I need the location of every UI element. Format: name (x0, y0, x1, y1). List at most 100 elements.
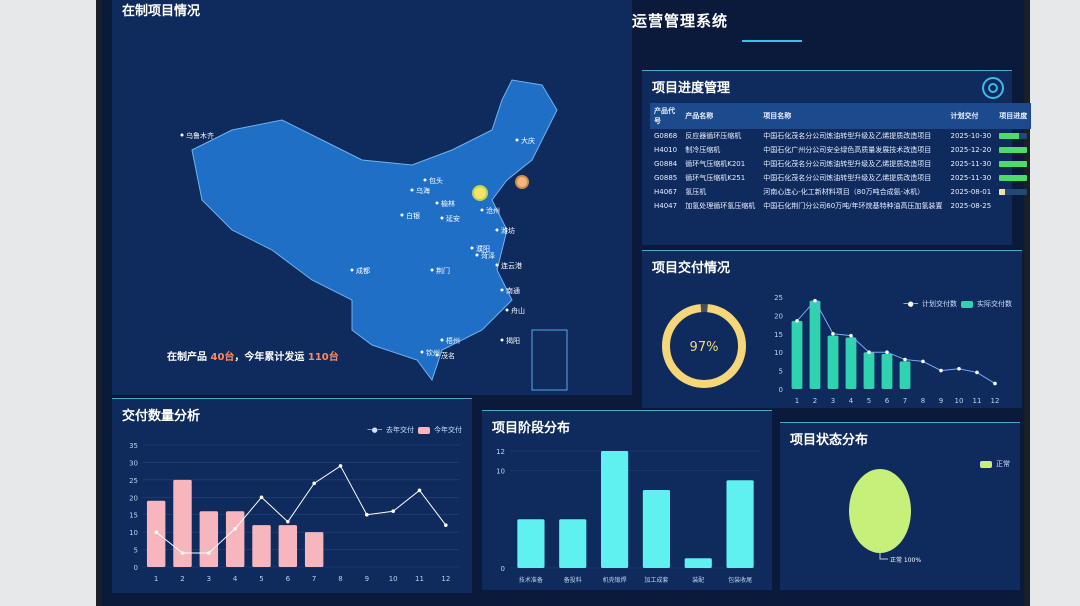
city-dot (480, 208, 484, 212)
legend-label: 去年交付 (386, 426, 414, 434)
series-line (796, 299, 996, 384)
x-tick-label: 8 (338, 575, 342, 583)
city-label: 成都 (356, 266, 370, 275)
delivery-panel: 项目交付情况 97% ─●─ 计划交付数 实际交付数 0 5 10 15 20 25 1 2 3 4… (642, 250, 1022, 408)
progress-bar (999, 161, 1028, 167)
line-point (867, 350, 871, 354)
legend-swatch (980, 460, 992, 468)
x-tick-label: 6 (885, 397, 890, 405)
table-row[interactable]: G0884 循环气压缩机K201 中国石化茂名分公司炼油转型升级及乙烯提质改造项目 2… (650, 157, 1031, 171)
china-map-shape (191, 79, 558, 382)
bar (225, 511, 245, 567)
line-point (993, 381, 997, 386)
column-header: 产品名称 (681, 103, 760, 129)
y-tick-label: 15 (129, 512, 138, 520)
city-label: 揭阳 (506, 336, 520, 345)
x-tick-label: 10 (389, 575, 398, 583)
project-marker (515, 175, 529, 189)
city-dot (420, 350, 424, 354)
progress-fill (999, 161, 1028, 167)
city-label: 大庆 (521, 136, 535, 145)
bar (863, 352, 875, 389)
column-header: 项目名称 (759, 103, 947, 129)
line-point (903, 357, 907, 362)
x-tick-label: 10 (955, 397, 964, 405)
cell-code: H4010 (654, 146, 678, 154)
city-dot (515, 138, 519, 142)
bar (827, 335, 839, 389)
city-label: 乌鲁木齐 (186, 131, 214, 140)
x-tick-label: 4 (233, 575, 238, 583)
y-tick-label: 35 (129, 442, 138, 450)
y-tick-label: 20 (774, 312, 783, 320)
y-tick-label: 5 (134, 547, 138, 555)
x-tick-label: 12 (991, 397, 1000, 405)
table-row[interactable]: H4010 制冷压缩机 中国石化广州分公司安全绿色高质量发展技术改造项目 2025-1… (650, 143, 1031, 157)
shipped-count: 110台 (307, 352, 339, 363)
cell-progress (995, 171, 1031, 185)
x-tick-label: 11 (973, 397, 982, 405)
cell-date: 2025-12-20 (950, 146, 992, 154)
progress-bar (999, 175, 1028, 181)
x-tick-label: 装配 (692, 576, 704, 584)
x-tick-label: 1 (154, 575, 158, 583)
city-label: 乌海 (416, 186, 430, 195)
series-line (155, 465, 447, 554)
line-point (444, 523, 448, 527)
cell-product: 氢压机 (685, 188, 707, 196)
x-tick-label: 3 (207, 575, 211, 583)
dashboard-screen: 数字化车间运营管理系统 在制项目情况 乌鲁木齐 大庆 包头 乌海 榆林 白银 延安 沧州 潍坊濮… (96, 0, 1032, 606)
city-label: 包头 (429, 176, 443, 185)
legend-swatch (418, 426, 430, 434)
table-row[interactable]: H4067 氢压机 河南心连心-化工新材料项目（80万吨合成氨-冰机） 2025-08… (650, 185, 1031, 199)
progress-fill (999, 133, 1019, 139)
cell-project: 中国石化茂名分公司炼油转型升级及乙烯提质改造项目 (763, 160, 932, 168)
city-dot (180, 133, 184, 137)
line-point (939, 368, 943, 373)
progress-bar (999, 133, 1028, 139)
city-dot (495, 263, 499, 267)
cell-code: G0885 (654, 174, 678, 182)
bar (642, 490, 671, 568)
bar (809, 300, 821, 389)
panel-title: 在制项目情况 (122, 4, 201, 19)
panel-title: 项目进度管理 (652, 81, 731, 96)
city-dot (423, 178, 427, 182)
bar (791, 320, 803, 389)
south-sea-inset (531, 329, 568, 391)
cell-date: 2025-11-30 (950, 160, 992, 168)
pie-slice-normal (849, 469, 911, 553)
legend-line-marker: ─●─ (903, 300, 918, 308)
city-dot (440, 338, 444, 342)
line-point (885, 350, 889, 354)
x-tick-label: 2 (180, 575, 184, 583)
status-pie: 正常 100% (849, 469, 921, 564)
header-decoration (742, 40, 802, 42)
cell-date: 2025-11-30 (950, 174, 992, 182)
x-tick-label: 7 (312, 575, 316, 583)
x-tick-label: 8 (921, 397, 925, 405)
cell-progress (995, 143, 1031, 157)
line-point (312, 481, 316, 486)
cell-date: 2025-08-01 (950, 188, 992, 196)
table-row[interactable]: G0868 反应器循环压缩机 中国石化茂名分公司炼油转型升级及乙烯提质改造项目 202… (650, 129, 1031, 143)
cell-progress (995, 199, 1031, 213)
line-point (154, 530, 158, 534)
panel-title: 交付数量分析 (122, 409, 201, 424)
line-point (207, 551, 211, 555)
x-tick-label: 3 (831, 397, 835, 405)
y-tick-label: 30 (129, 459, 138, 467)
table-row[interactable]: G0885 循环气压缩机K251 中国石化茂名分公司炼油转型升级及乙烯提质改造项目 2… (650, 171, 1031, 185)
x-tick-label: 备投料 (564, 576, 582, 584)
table-row[interactable]: H4047 加氢处理循环氢压缩机 中国石化荆门分公司60万吨/年环烷基特种油高压加氢… (650, 199, 1031, 213)
city-dot (440, 216, 444, 220)
city-label: 延安 (446, 214, 460, 223)
y-tick-label: 12 (496, 448, 505, 456)
city-label: 茂名 (441, 351, 455, 360)
city-dot (505, 308, 509, 312)
city-label: 梧州 (446, 336, 460, 345)
y-tick-label: 15 (774, 331, 783, 339)
city-dot (500, 338, 504, 342)
bar (684, 558, 712, 568)
